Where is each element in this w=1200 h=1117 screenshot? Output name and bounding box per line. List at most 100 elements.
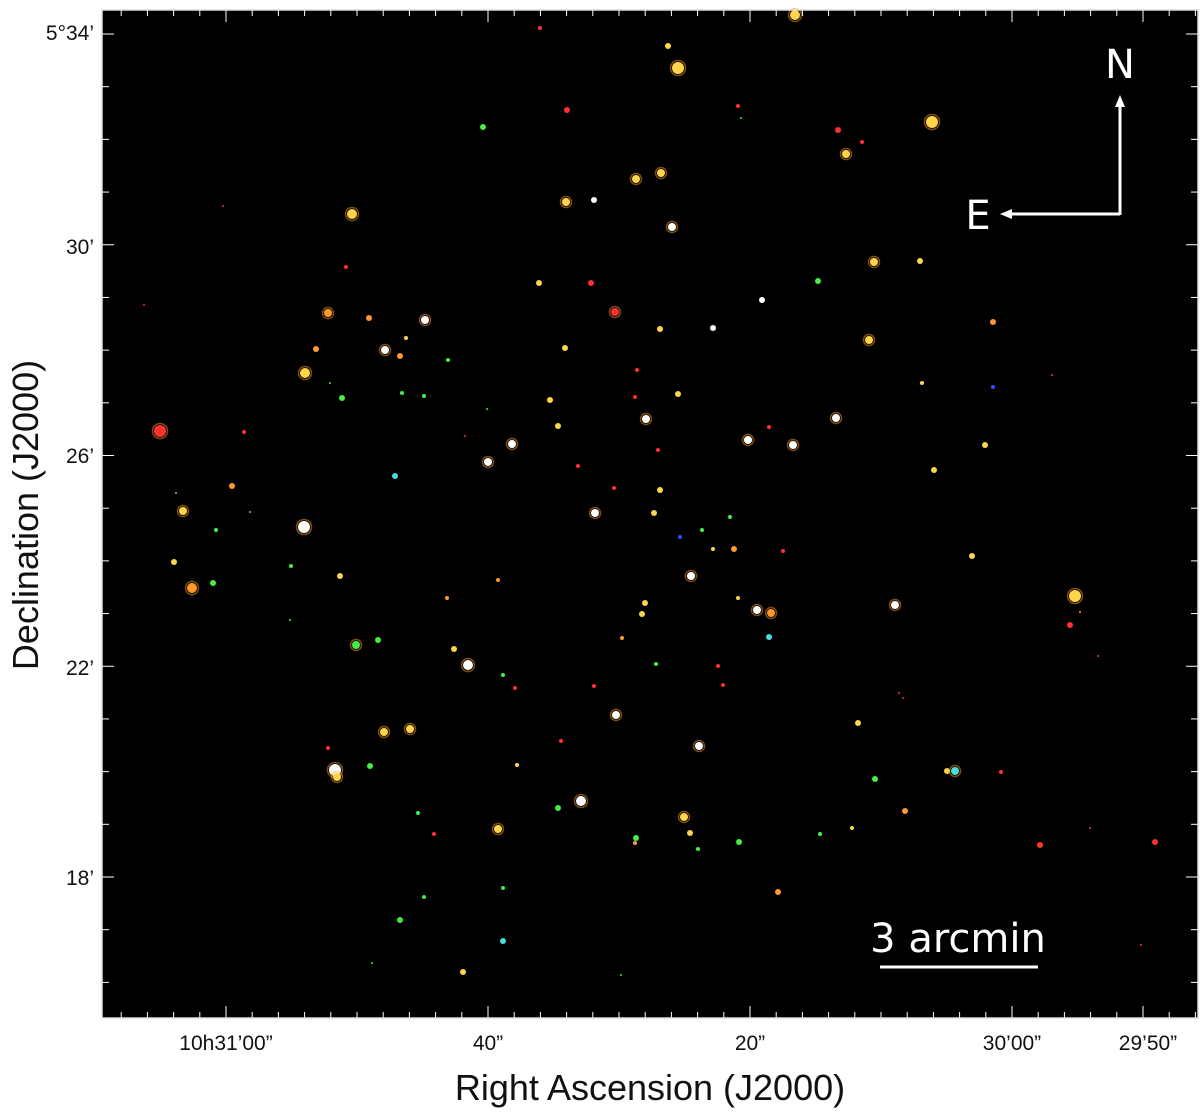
- star: [592, 684, 596, 688]
- star-halo: [629, 172, 643, 186]
- star: [766, 634, 772, 640]
- star: [564, 107, 570, 113]
- star: [656, 448, 660, 452]
- star: [926, 116, 938, 128]
- star: [744, 436, 752, 444]
- star-halo: [151, 422, 169, 440]
- star: [501, 886, 505, 890]
- star: [143, 304, 145, 306]
- star: [944, 768, 950, 774]
- star: [371, 962, 373, 964]
- star: [381, 346, 389, 354]
- north-label: N: [1105, 42, 1135, 88]
- star: [406, 725, 414, 733]
- star-halo: [829, 411, 843, 425]
- star: [484, 458, 492, 466]
- star: [687, 572, 695, 580]
- star: [380, 728, 388, 736]
- x-tick-label: 29’50”: [1119, 1032, 1177, 1055]
- star: [731, 546, 737, 552]
- star-halo: [923, 113, 941, 131]
- star-halo: [608, 305, 622, 319]
- star: [767, 425, 771, 429]
- star: [352, 641, 360, 649]
- star: [210, 580, 216, 586]
- star: [494, 825, 502, 833]
- star: [687, 830, 693, 836]
- star-halo: [948, 764, 962, 778]
- star-halo: [321, 306, 335, 320]
- star-halo: [481, 455, 495, 469]
- star: [1140, 944, 1142, 946]
- star-halo: [684, 569, 698, 583]
- star-halo: [862, 333, 876, 347]
- star: [818, 832, 822, 836]
- star: [576, 464, 580, 468]
- star: [464, 435, 466, 437]
- star: [249, 511, 251, 513]
- star: [753, 606, 761, 614]
- star-halo: [839, 147, 853, 161]
- star: [902, 697, 904, 699]
- star-halo: [377, 725, 391, 739]
- star: [736, 104, 740, 108]
- star: [460, 969, 466, 975]
- star: [633, 835, 639, 841]
- star: [657, 487, 663, 493]
- star: [289, 619, 291, 621]
- star: [1069, 590, 1081, 602]
- star: [612, 711, 620, 719]
- star: [397, 917, 403, 923]
- star: [920, 381, 924, 385]
- star: [446, 358, 450, 362]
- star: [855, 720, 861, 726]
- star: [969, 553, 975, 559]
- star: [642, 415, 650, 423]
- star: [416, 811, 420, 815]
- star: [680, 813, 688, 821]
- compass: N E: [965, 42, 1135, 239]
- star: [501, 673, 505, 677]
- star: [422, 394, 426, 398]
- star: [835, 127, 841, 133]
- star: [870, 258, 878, 266]
- y-tick-label: 18’: [66, 867, 94, 890]
- star: [632, 175, 640, 183]
- x-tick-label: 10h31’00”: [179, 1032, 272, 1055]
- star: [486, 408, 488, 410]
- star: [668, 223, 676, 231]
- star: [329, 764, 341, 776]
- star: [850, 826, 854, 830]
- star: [367, 763, 373, 769]
- star: [651, 510, 657, 516]
- star-halo: [460, 657, 476, 673]
- star: [612, 486, 616, 490]
- x-tick-label: 40”: [473, 1032, 503, 1055]
- star: [872, 776, 878, 782]
- star-halo: [665, 220, 679, 234]
- star: [711, 547, 715, 551]
- axis-ticks: [102, 10, 1198, 1018]
- star-halo: [750, 603, 764, 617]
- star-halo: [505, 437, 519, 451]
- star: [1067, 622, 1073, 628]
- y-tick-label: 22’: [66, 657, 94, 680]
- star: [716, 664, 720, 668]
- star: [675, 391, 681, 397]
- star: [902, 808, 908, 814]
- star: [576, 796, 586, 806]
- star: [298, 521, 310, 533]
- star-halo: [295, 518, 313, 536]
- star: [555, 805, 561, 811]
- star: [815, 278, 821, 284]
- star: [633, 841, 637, 845]
- star: [740, 117, 742, 119]
- y-tick-label: 26’: [66, 445, 94, 468]
- x-tick-label: 20”: [735, 1032, 765, 1055]
- star-halo: [378, 343, 392, 357]
- star: [898, 692, 900, 694]
- star-halo: [330, 770, 344, 784]
- star: [300, 368, 310, 378]
- x-tick-label: 30’00”: [983, 1032, 1041, 1055]
